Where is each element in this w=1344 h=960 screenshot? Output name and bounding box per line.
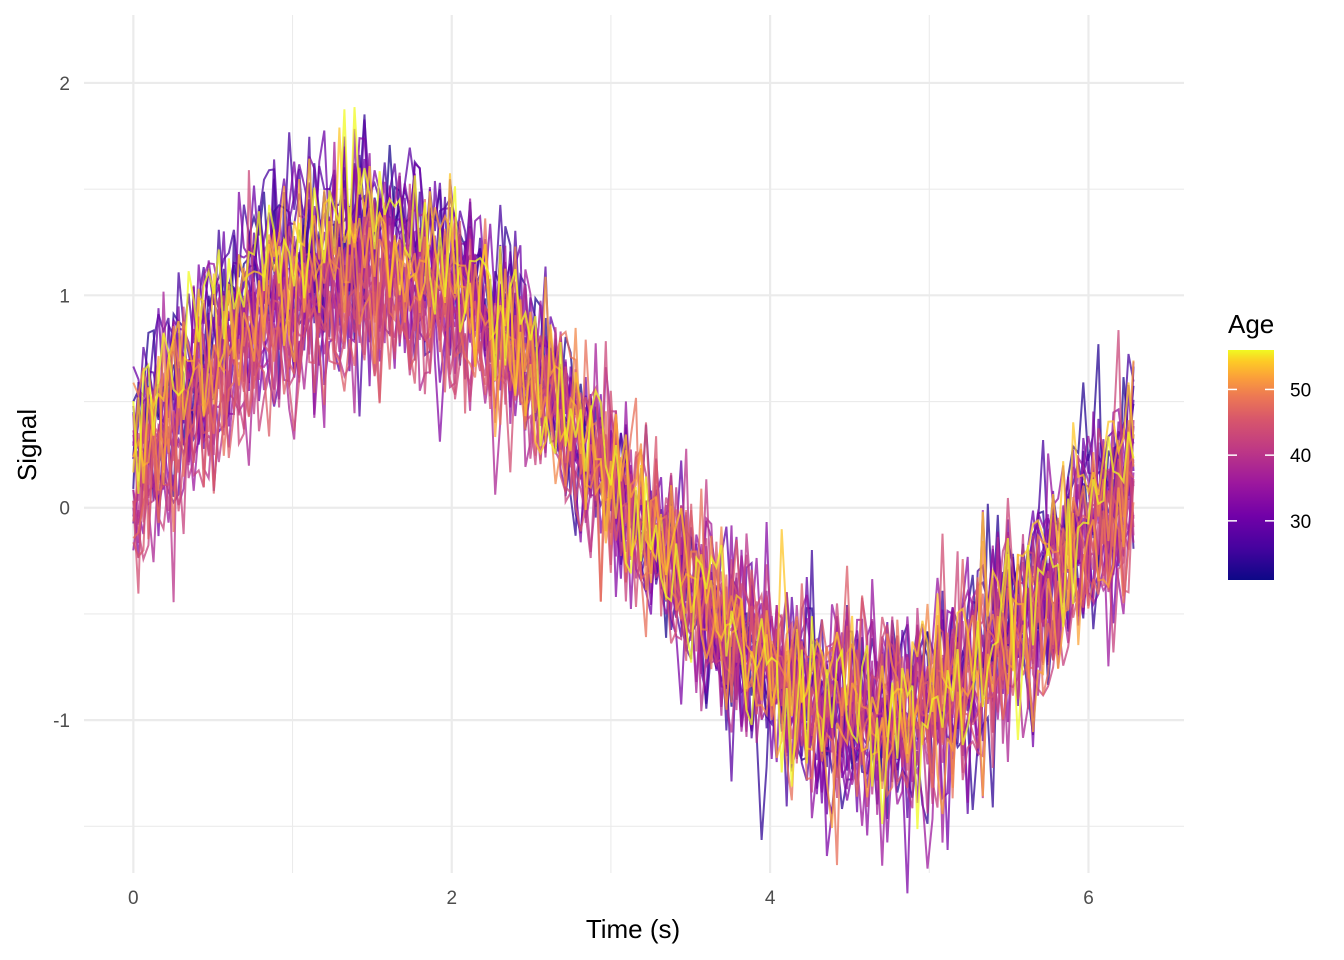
series-line bbox=[132, 107, 1135, 830]
x-tick-label: 2 bbox=[446, 888, 457, 909]
y-tick-label: 1 bbox=[59, 286, 70, 307]
y-tick-label: -1 bbox=[53, 711, 70, 732]
legend-tick-label: 30 bbox=[1290, 512, 1311, 533]
x-tick-label: 6 bbox=[1083, 888, 1094, 909]
series-line bbox=[132, 178, 1135, 829]
y-axis-ticks: -1 0 1 2 bbox=[53, 74, 70, 732]
legend-title: Age bbox=[1228, 309, 1274, 339]
legend-tick-label: 40 bbox=[1290, 446, 1311, 467]
series-line bbox=[132, 198, 1135, 866]
color-legend: Age 30 40 50 bbox=[1228, 309, 1311, 580]
x-axis-title: Time (s) bbox=[586, 914, 680, 944]
legend-ticks: 30 40 50 bbox=[1228, 380, 1311, 533]
y-axis-title: Signal bbox=[12, 409, 42, 481]
series-lines bbox=[132, 107, 1135, 894]
x-tick-label: 4 bbox=[765, 888, 776, 909]
y-tick-label: 2 bbox=[59, 74, 70, 95]
y-tick-label: 0 bbox=[59, 499, 70, 520]
legend-colorbar bbox=[1228, 350, 1274, 580]
x-tick-label: 0 bbox=[128, 888, 139, 909]
series-line bbox=[132, 212, 1135, 789]
x-axis-ticks: 0 2 4 6 bbox=[128, 888, 1094, 909]
legend-tick-label: 50 bbox=[1290, 380, 1311, 401]
